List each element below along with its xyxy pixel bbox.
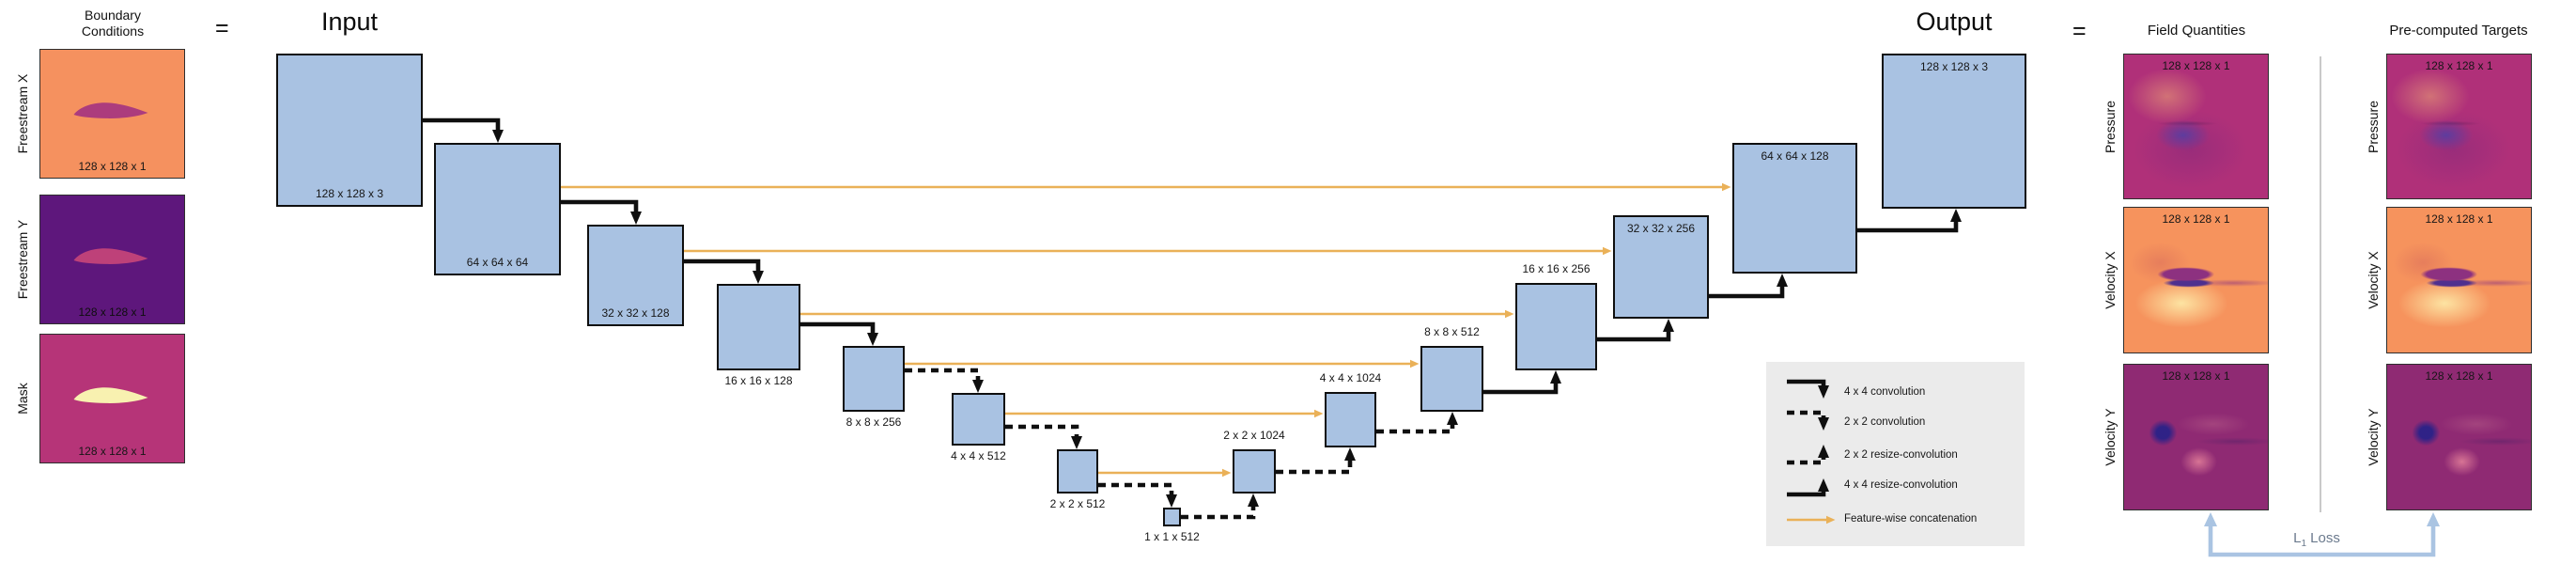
freestream-y-label: Freestream Y bbox=[15, 219, 30, 300]
decoder-box-4: 4 x 4 x 1024 bbox=[1320, 371, 1381, 447]
unet-output-box: 128 x 128 x 3 bbox=[1882, 54, 2026, 209]
field-quantities-title: Field Quantities bbox=[2147, 23, 2246, 39]
airfoil-silhouette-icon bbox=[73, 248, 148, 264]
freestream-x-label: Freestream X bbox=[15, 73, 30, 154]
loss-arrowhead-left-icon bbox=[2204, 512, 2217, 526]
target-velocity-x-label: Velocity X bbox=[2366, 251, 2381, 309]
box-dims-label: 32 x 32 x 256 bbox=[1626, 222, 1696, 235]
input-title: Input bbox=[320, 8, 379, 36]
box-dims-label: 4 x 4 x 512 bbox=[951, 449, 1006, 462]
loss-arrowhead-right-icon bbox=[2427, 512, 2440, 526]
image-dims-label: 128 x 128 x 1 bbox=[78, 445, 147, 458]
equals-sign-right: = bbox=[2072, 18, 2087, 44]
box-dims-label: 2 x 2 x 512 bbox=[1049, 497, 1106, 510]
image-dims-label: 128 x 128 x 1 bbox=[2425, 59, 2493, 72]
l1-loss-label: L1 Loss bbox=[2293, 530, 2340, 549]
image-dims-label: 128 x 128 x 1 bbox=[2162, 59, 2230, 72]
image-dims-label: 128 x 128 x 1 bbox=[2162, 212, 2230, 226]
fq-velocity-x-label: Velocity X bbox=[2103, 251, 2118, 309]
box-dims-label: 32 x 32 x 128 bbox=[601, 306, 670, 320]
box-dims-label: 64 x 64 x 128 bbox=[1761, 149, 1829, 163]
boundary-image-freestream-y: 128 x 128 x 1 bbox=[39, 195, 185, 324]
airfoil-silhouette-icon bbox=[73, 387, 148, 403]
precomputed-targets-title: Pre-computed Targets bbox=[2389, 23, 2528, 39]
bottleneck-box-1: 1 x 1 x 512 bbox=[1144, 508, 1200, 543]
fq-pressure-label: Pressure bbox=[2103, 100, 2118, 154]
target-pressure-label: Pressure bbox=[2366, 100, 2381, 154]
box-dims-label: 16 x 16 x 128 bbox=[724, 374, 793, 387]
image-dims-label: 128 x 128 x 1 bbox=[2162, 369, 2230, 383]
legend-item-4x4-convolution: 4 x 4 convolution bbox=[1844, 386, 1926, 398]
box-dims-label: 1 x 1 x 512 bbox=[1144, 530, 1200, 543]
legend-item-2x2-resize-convolution: 2 x 2 resize-convolution bbox=[1844, 449, 1958, 461]
equals-sign-left: = bbox=[215, 15, 229, 41]
targets-pressure-image: 128 x 128 x 1 bbox=[2386, 54, 2532, 199]
airfoil-silhouette-icon bbox=[73, 102, 148, 118]
decoder-box-32: 32 x 32 x 256 bbox=[1613, 209, 1714, 319]
mask-label: Mask bbox=[15, 383, 30, 415]
image-dims-label: 128 x 128 x 1 bbox=[78, 306, 147, 319]
encoder-box-8: 8 x 8 x 256 bbox=[843, 346, 905, 429]
decoder-box-16: 16 x 16 x 256 bbox=[1515, 262, 1602, 370]
box-dims-label: 8 x 8 x 512 bbox=[1424, 325, 1480, 338]
legend-item-feature-wise-concatenation: Feature-wise concatenation bbox=[1844, 513, 1978, 525]
field-quantities-velocity-x-image: 128 x 128 x 1 bbox=[2123, 207, 2269, 353]
legend-item-2x2-convolution: 2 x 2 convolution bbox=[1844, 416, 1926, 428]
decoder-box-64: 64 x 64 x 128 bbox=[1732, 136, 1862, 274]
box-dims-label: 16 x 16 x 256 bbox=[1522, 262, 1591, 275]
output-title: Output bbox=[1916, 8, 1993, 36]
encoder-box-2: 2 x 2 x 512 bbox=[1050, 449, 1105, 510]
boundary-image-freestream-x: 128 x 128 x 1 bbox=[39, 49, 185, 179]
image-dims-label: 128 x 128 x 1 bbox=[2425, 212, 2493, 226]
encoder-box-64: 64 x 64 x 64 bbox=[434, 143, 561, 275]
box-dims-label: 128 x 128 x 3 bbox=[315, 187, 384, 200]
box-dims-label: 64 x 64 x 64 bbox=[466, 256, 529, 269]
box-dims-label: 2 x 2 x 1024 bbox=[1223, 429, 1285, 442]
targets-velocity-x-image: 128 x 128 x 1 bbox=[2386, 207, 2532, 353]
boundary-conditions-title: Boundary Conditions bbox=[81, 8, 145, 39]
field-quantities-pressure-image: 128 x 128 x 1 bbox=[2123, 54, 2269, 199]
image-dims-label: 128 x 128 x 1 bbox=[2425, 369, 2493, 383]
encoder-box-32: 32 x 32 x 128 bbox=[587, 225, 684, 326]
box-dims-label: 128 x 128 x 3 bbox=[1919, 60, 1989, 73]
targets-velocity-y-image: 128 x 128 x 1 bbox=[2386, 364, 2532, 510]
image-dims-label: 128 x 128 x 1 bbox=[78, 160, 147, 173]
decoder-box-2: 2 x 2 x 1024 bbox=[1223, 429, 1285, 494]
column-divider bbox=[2320, 56, 2321, 512]
boundary-image-mask: 128 x 128 x 1 bbox=[39, 334, 185, 463]
encoder-box-16: 16 x 16 x 128 bbox=[717, 284, 800, 387]
unet-input-box: 128 x 128 x 3 bbox=[276, 54, 423, 207]
fq-velocity-y-label: Velocity Y bbox=[2103, 408, 2118, 466]
box-dims-label: 4 x 4 x 1024 bbox=[1319, 371, 1382, 384]
encoder-box-4: 4 x 4 x 512 bbox=[951, 393, 1006, 462]
legend-item-4x4-resize-convolution: 4 x 4 resize-convolution bbox=[1844, 479, 1958, 491]
decoder-box-8: 8 x 8 x 512 bbox=[1420, 325, 1488, 412]
box-dims-label: 8 x 8 x 256 bbox=[846, 415, 902, 429]
target-velocity-y-label: Velocity Y bbox=[2366, 408, 2381, 466]
field-quantities-velocity-y-image: 128 x 128 x 1 bbox=[2123, 364, 2269, 510]
legend-panel bbox=[1766, 362, 2025, 546]
